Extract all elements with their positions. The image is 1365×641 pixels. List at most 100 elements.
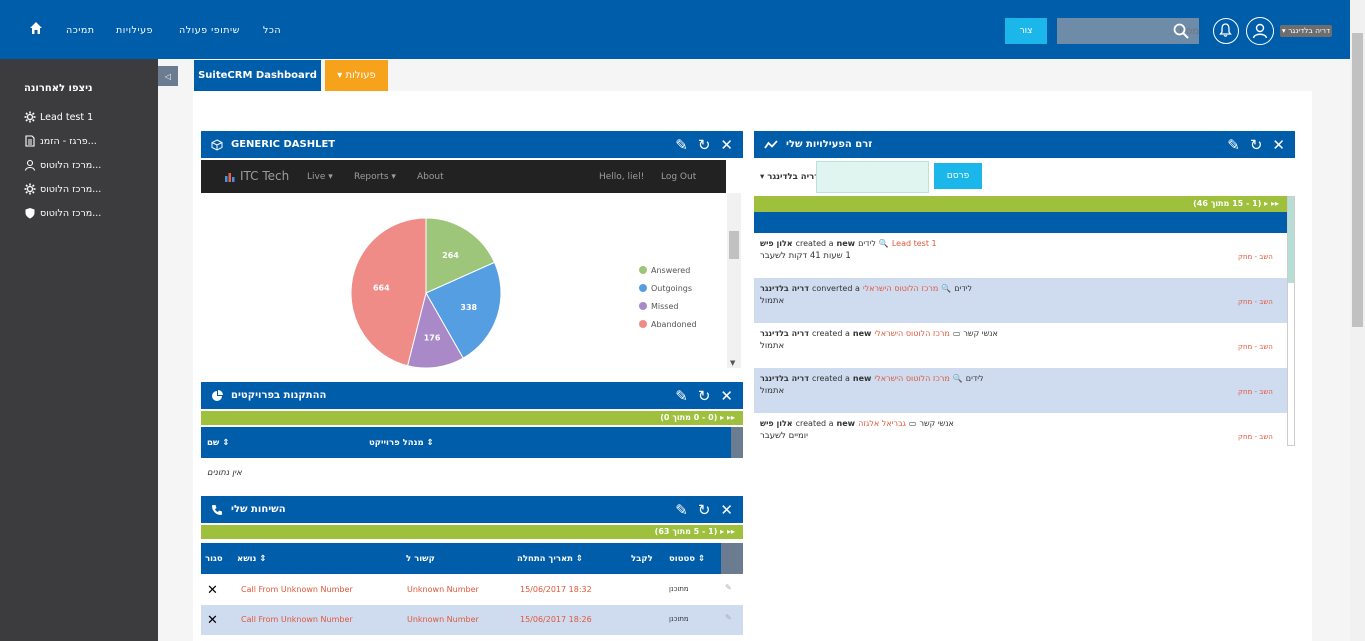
nav-all[interactable]: הכל	[263, 25, 282, 36]
col-subject[interactable]: נושא ⇕	[237, 554, 267, 564]
search-icon[interactable]	[1173, 23, 1189, 39]
col-start-date[interactable]: תאריך התחלה ⇕	[517, 554, 584, 564]
sidebar-item-contact[interactable]: מרכז הלוטוס...	[24, 159, 101, 171]
legend-item[interactable]: Abandoned	[639, 315, 697, 333]
projects-table-header: שם ⇕ מנהל פרוייקט ⇕	[201, 427, 743, 458]
table-row: ✕ Call From Unknown Number Unknown Numbe…	[201, 575, 743, 605]
stream-user[interactable]: דריה בלדינגר	[760, 329, 809, 338]
stream-user[interactable]: אלון פיש	[760, 419, 793, 428]
page-scrollbar-thumb[interactable]	[1352, 33, 1363, 327]
gear-icon	[24, 183, 36, 195]
col-related: קשור ל	[406, 554, 435, 564]
sidebar-item-order[interactable]: פרגז - הזמנ...	[24, 135, 97, 147]
stream-post-input[interactable]	[816, 161, 929, 193]
call-related-link[interactable]: Unknown Number	[407, 585, 479, 594]
refresh-icon[interactable]: ↻	[697, 500, 711, 519]
create-button[interactable]: צור	[1005, 18, 1047, 44]
edit-icon[interactable]: ✎	[675, 386, 688, 405]
sidebar-item-lead[interactable]: Lead test 1	[24, 111, 93, 123]
stream-verb: created a	[795, 419, 834, 428]
legend-item[interactable]: Missed	[639, 297, 697, 315]
stream-user[interactable]: דריה בלדינגר	[760, 374, 809, 383]
pie-slice-abandoned[interactable]	[350, 217, 427, 367]
logout-link[interactable]: Log Out	[661, 172, 697, 182]
sidebar-item-lead-lotus[interactable]: מרכז הלוטוס...	[24, 183, 101, 195]
call-subject-link[interactable]: Call From Unknown Number	[241, 615, 353, 624]
phone-icon	[212, 504, 222, 515]
stream-new: new	[852, 329, 872, 338]
close-icon[interactable]: ✕	[1272, 135, 1285, 154]
close-icon[interactable]: ✕	[720, 500, 733, 519]
menu-live[interactable]: Live ▾	[307, 172, 333, 182]
user-avatar[interactable]	[1246, 17, 1274, 45]
stream-actions[interactable]: השב - מחק	[1238, 343, 1273, 351]
stream-actions[interactable]: השב - מחק	[1238, 388, 1273, 396]
calls-table-header: סגור נושא ⇕ קשור ל תאריך התחלה ⇕ לקבל סט…	[201, 543, 743, 574]
stream-module: אנשי קשר	[963, 329, 998, 338]
stream-user-select[interactable]: דריה בלדינגר ▾	[760, 172, 820, 182]
call-related-link[interactable]: Unknown Number	[407, 615, 479, 624]
stream-actions[interactable]: השב - מחק	[1238, 298, 1273, 306]
legend-item[interactable]: Outgoings	[639, 279, 697, 297]
col-project-manager[interactable]: מנהל פרוייקט ⇕	[369, 438, 434, 448]
list-item: דריה בלדינגר created a new מרכז הלוטוס ה…	[754, 368, 1287, 413]
menu-about[interactable]: About	[417, 172, 444, 182]
pie-value-label: 176	[424, 334, 441, 343]
stream-user[interactable]: אלון פיש	[760, 239, 793, 248]
call-subject-link[interactable]: Call From Unknown Number	[241, 585, 353, 594]
close-icon[interactable]: ✕	[720, 135, 733, 154]
post-button[interactable]: פרסם	[934, 163, 982, 189]
tab-actions[interactable]: פעולות ▾	[325, 60, 388, 91]
pie-slice-outgoings[interactable]	[425, 261, 502, 359]
calls-dashlet-header: השיחות שלי ✎ ↻ ✕	[201, 496, 743, 523]
tab-dashboard[interactable]: SuiteCRM Dashboard	[194, 60, 321, 91]
collapse-sidebar-button[interactable]: ◁	[158, 66, 178, 86]
lead-icon: 🔍	[941, 284, 952, 293]
pencil-icon[interactable]: ✎	[725, 583, 732, 592]
close-icon[interactable]: ✕	[720, 386, 733, 405]
stream-target-link[interactable]: מרכז הלוטוס הישראלי	[874, 374, 950, 383]
iframe-scrollbar[interactable]: ▼	[727, 193, 741, 368]
refresh-icon[interactable]: ↻	[697, 386, 711, 405]
itc-brand[interactable]: ITC Tech	[240, 169, 290, 183]
edit-icon[interactable]: ✎	[675, 500, 688, 519]
user-menu[interactable]: דריה בלדינגר ▾	[1280, 25, 1332, 37]
close-call-icon[interactable]: ✕	[207, 613, 218, 628]
stream-target-link[interactable]: גבריאל אלגזה	[858, 419, 906, 428]
nav-support[interactable]: תמיכה	[66, 25, 95, 36]
stream-scrollbar[interactable]	[1287, 196, 1295, 446]
stream-actions[interactable]: השב - מחק	[1238, 253, 1273, 261]
pie-slice-answered[interactable]	[425, 217, 496, 294]
refresh-icon[interactable]: ↻	[1249, 135, 1263, 154]
pie-legend: Answered Outgoings Missed Abandoned	[639, 261, 697, 333]
stream-new: new	[836, 419, 856, 428]
notifications-button[interactable]	[1213, 18, 1239, 44]
call-status: מתוכנן	[669, 585, 689, 593]
stream-target-link[interactable]: Lead test 1	[891, 239, 937, 248]
call-status: מתוכנן	[669, 615, 689, 623]
projects-pagination-text: (0 - 0 מתוך 0)	[660, 413, 718, 422]
col-name[interactable]: שם ⇕	[207, 438, 230, 448]
stream-target-link[interactable]: מרכז הלוטוס הישראלי	[862, 284, 939, 293]
recently-viewed-title: ניצפו לאחרונה	[24, 83, 93, 94]
sidebar-item-label: מרכז הלוטוס...	[40, 159, 102, 171]
stream-target-link[interactable]: מרכז הלוטוס הישראלי	[874, 329, 950, 338]
collapse-icon: ◁	[164, 71, 172, 81]
stream-actions[interactable]: השב - מחק	[1238, 433, 1273, 441]
legend-item[interactable]: Answered	[639, 261, 697, 279]
pencil-icon[interactable]: ✎	[725, 613, 732, 622]
edit-icon[interactable]: ✎	[675, 135, 688, 154]
col-status[interactable]: סטטוס ⇕	[669, 554, 706, 564]
refresh-icon[interactable]: ↻	[697, 135, 711, 154]
pie-value-label: 338	[460, 303, 477, 312]
edit-icon[interactable]: ✎	[1227, 135, 1240, 154]
nav-collaboration[interactable]: שיתופי פעולה	[179, 25, 240, 36]
nav-activities[interactable]: פעילויות	[116, 25, 153, 36]
close-call-icon[interactable]: ✕	[207, 583, 218, 598]
sidebar-item-account[interactable]: מרכז הלוטוס...	[24, 207, 101, 219]
home-icon[interactable]	[29, 21, 43, 35]
menu-reports[interactable]: Reports ▾	[354, 172, 396, 182]
stream-user[interactable]: דריה בלדינגר	[760, 284, 809, 293]
call-date: 15/06/2017 18:26	[520, 615, 592, 624]
col-accept: לקבל	[631, 554, 653, 564]
